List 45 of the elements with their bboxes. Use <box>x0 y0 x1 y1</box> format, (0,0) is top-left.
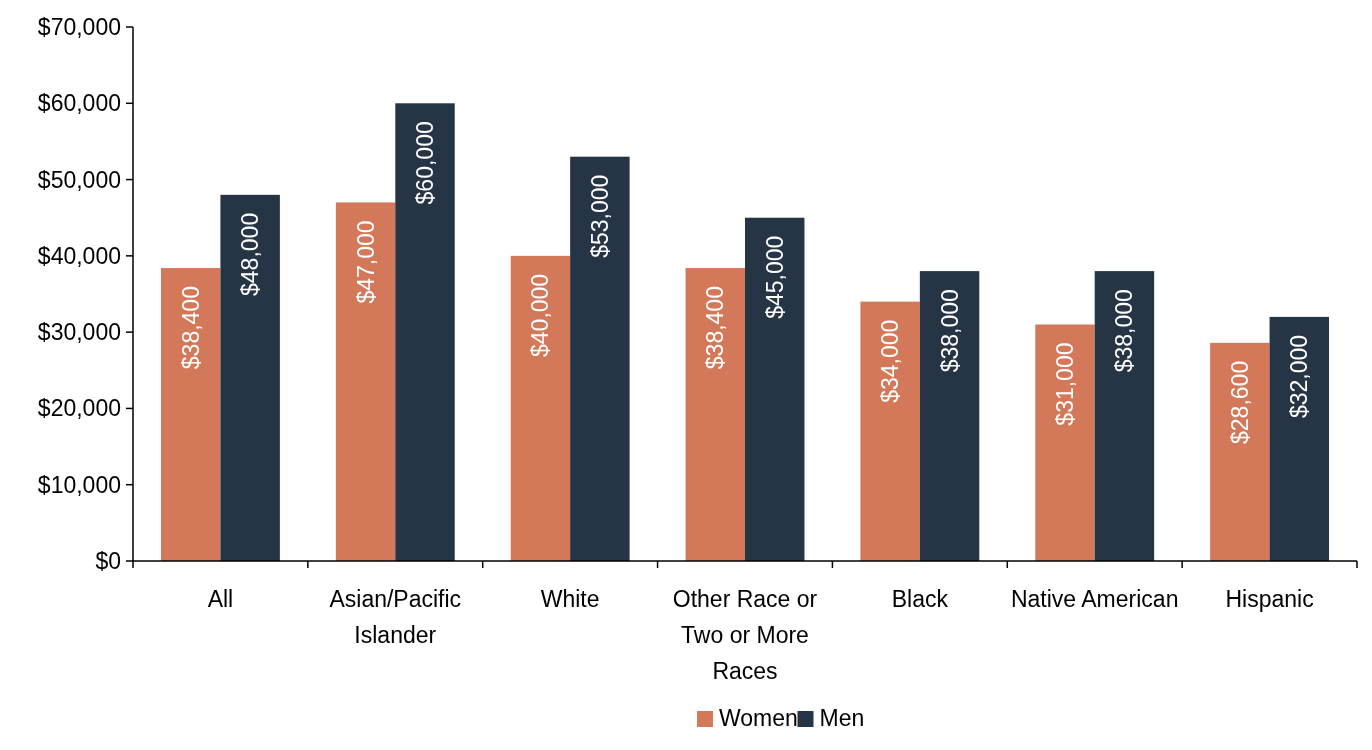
bar <box>919 271 980 561</box>
y-tick-label: $30,000 <box>37 319 121 346</box>
bar <box>860 301 920 561</box>
y-tick-label: $40,000 <box>37 242 121 269</box>
data-label: $48,000 <box>237 212 264 296</box>
y-tick-label: $0 <box>95 548 121 575</box>
data-label: $47,000 <box>352 220 379 304</box>
y-tick-label: $10,000 <box>37 471 121 498</box>
data-label: $45,000 <box>761 235 788 319</box>
data-label: $53,000 <box>586 174 613 258</box>
data-label: $38,000 <box>936 289 963 373</box>
data-label: $31,000 <box>1051 342 1078 426</box>
bar <box>685 268 745 561</box>
bar <box>395 103 455 561</box>
data-label: $60,000 <box>412 121 439 205</box>
x-tick-label: Native American <box>1010 586 1179 612</box>
legend-label: Men <box>819 705 865 731</box>
data-label: $38,400 <box>177 286 204 370</box>
x-tick-label: Asian/Pacific Islander <box>329 586 462 648</box>
bar <box>1210 342 1270 561</box>
y-tick-label: $60,000 <box>37 90 121 117</box>
x-tick-label: White <box>540 586 600 612</box>
y-tick-label: $70,000 <box>37 14 121 41</box>
data-label: $34,000 <box>877 319 904 403</box>
bar <box>570 156 630 561</box>
legend-label: Women <box>719 705 798 731</box>
data-label: $38,000 <box>1111 289 1138 373</box>
bar <box>510 255 571 561</box>
x-tick-label: Hispanic <box>1225 586 1314 612</box>
data-label: $38,400 <box>702 286 729 370</box>
bar <box>160 268 221 561</box>
x-tick-label: Black <box>891 586 949 612</box>
bar <box>335 202 396 561</box>
bar <box>1269 316 1330 561</box>
y-tick-label: $50,000 <box>37 166 121 193</box>
bar <box>1035 324 1095 561</box>
bar <box>1094 271 1155 561</box>
y-tick-label: $20,000 <box>37 395 121 422</box>
bar <box>745 217 805 561</box>
bar <box>220 194 280 561</box>
data-label: $28,600 <box>1226 360 1253 444</box>
data-label: $32,000 <box>1286 334 1313 419</box>
x-tick-label: All <box>207 586 234 612</box>
data-label: $40,000 <box>527 273 554 357</box>
x-tick-label: Other Race or Two or More Races <box>672 586 818 684</box>
